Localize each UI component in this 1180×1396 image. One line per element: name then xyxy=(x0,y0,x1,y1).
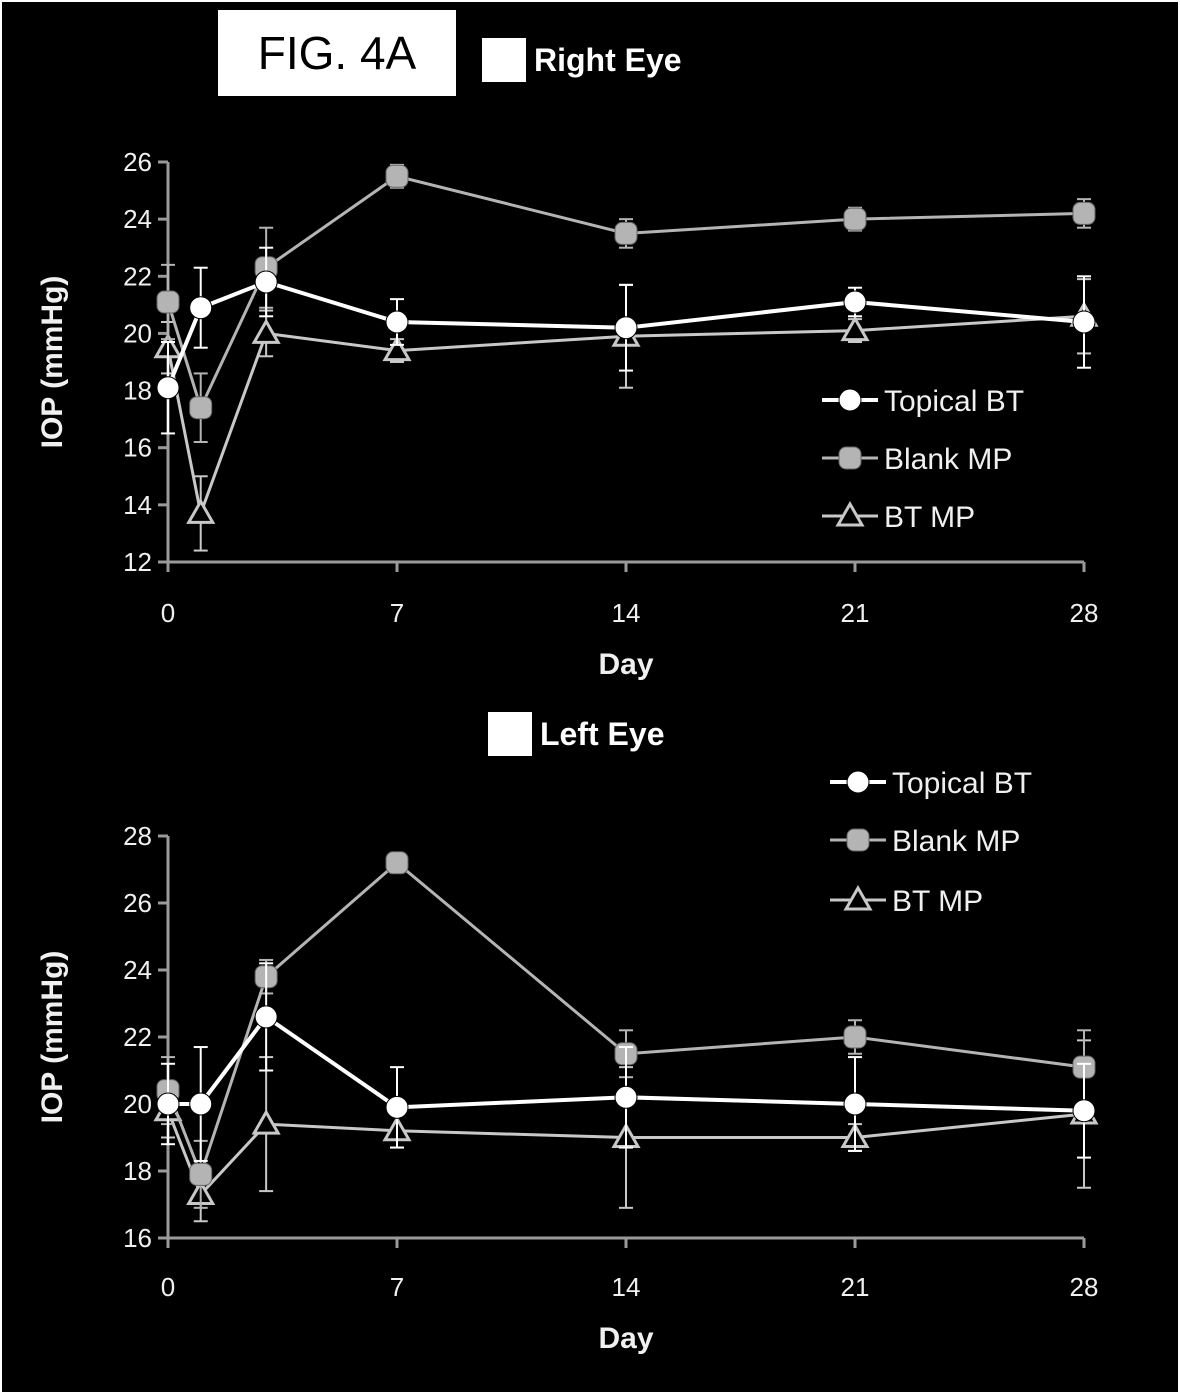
bt-mp-marker xyxy=(254,1112,278,1133)
blank-mp-marker xyxy=(844,1026,866,1048)
legend-entry: Topical BT xyxy=(830,767,1032,800)
legend-entry: BT MP xyxy=(830,885,983,918)
y-tick-label: 16 xyxy=(123,1223,152,1253)
x-tick-label: 21 xyxy=(841,1272,870,1302)
legend-entry: Blank MP xyxy=(830,825,1020,858)
topical-bt-marker xyxy=(615,1086,637,1108)
x-tick-label: 0 xyxy=(161,1272,175,1302)
x-tick-label: 7 xyxy=(390,1272,404,1302)
topical-bt-marker xyxy=(190,1093,212,1115)
y-tick-label: 18 xyxy=(123,1156,152,1186)
topical-bt-marker xyxy=(844,1093,866,1115)
legend-label: Blank MP xyxy=(892,825,1020,858)
y-tick-label: 20 xyxy=(123,1089,152,1119)
legend-label: BT MP xyxy=(892,885,983,918)
y-tick-label: 26 xyxy=(123,888,152,918)
x-tick-label: 14 xyxy=(612,1272,641,1302)
x-tick-label: 28 xyxy=(1070,1272,1099,1302)
blank-mp-marker xyxy=(190,1163,212,1185)
y-tick-label: 24 xyxy=(123,955,152,985)
y-tick-label: 22 xyxy=(123,1022,152,1052)
series-topical-bt xyxy=(157,963,1095,1161)
topical-bt-marker xyxy=(157,1093,179,1115)
topical-bt-marker xyxy=(255,1006,277,1028)
blank-mp-marker xyxy=(847,829,869,851)
y-tick-label: 28 xyxy=(123,821,152,851)
topical-bt-marker xyxy=(847,771,869,793)
legend-label: Topical BT xyxy=(892,767,1032,800)
topical-bt-marker xyxy=(386,1096,408,1118)
topical-bt-marker xyxy=(1073,1100,1095,1122)
x-axis-title: Day xyxy=(598,1322,653,1355)
blank-mp-marker xyxy=(386,852,408,874)
y-axis-title: IOP (mmHg) xyxy=(36,951,69,1124)
